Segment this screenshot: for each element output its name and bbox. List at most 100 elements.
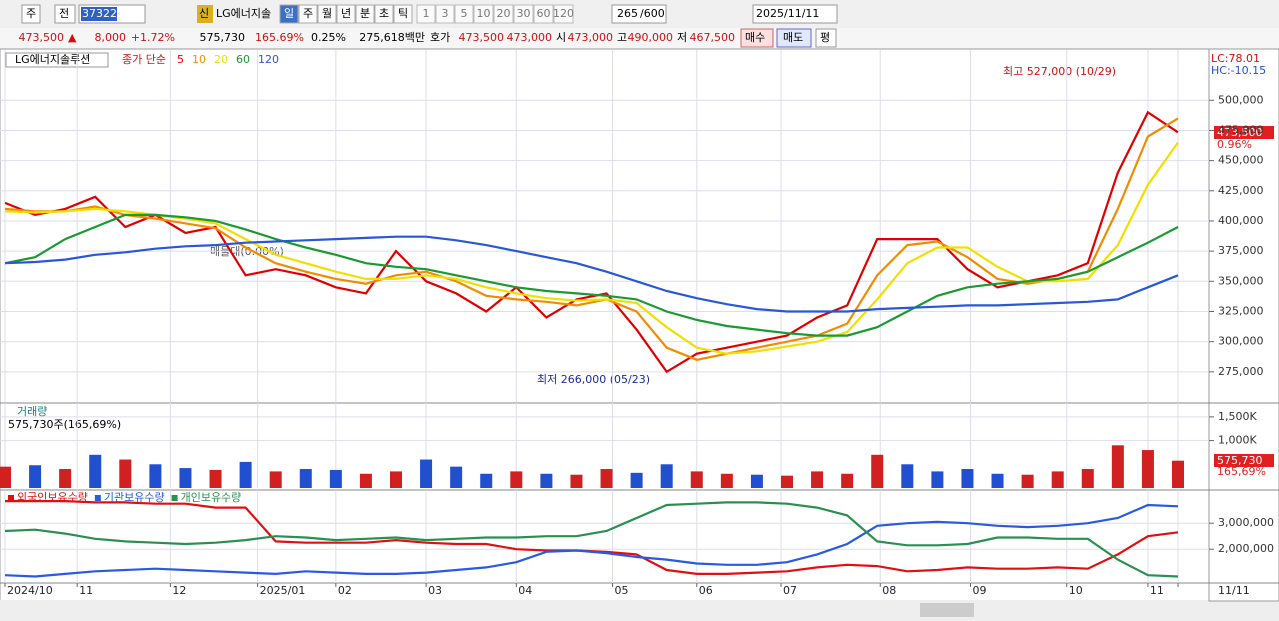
volume-bar [540,473,553,488]
period-label: 일 [284,6,294,20]
series-line [4,213,1179,337]
volume-bar [991,473,1004,488]
legend-entry: 120 [258,53,279,66]
amount: 275,618백만 [359,31,425,44]
period-button[interactable] [393,4,413,24]
y-tick-label: 350,000 [1218,274,1264,287]
turnover: 0.25% [311,31,346,44]
period-label: 주 [303,7,313,20]
buy-button[interactable] [740,28,774,48]
interval-button[interactable] [435,4,455,24]
y-tick-label: 275,000 [1218,365,1264,378]
series-line [4,501,1179,578]
interval-label: 30 [517,7,531,20]
last-price: 473,500 [1217,126,1263,139]
market: 주 [26,7,36,20]
interval-label: 10 [477,7,491,20]
volume-bar [269,471,282,488]
x-tick-label: 08 [882,584,896,597]
sell-button[interactable] [776,28,812,48]
interval-button[interactable] [553,4,574,24]
last-volume-box [1214,454,1274,467]
period-label: 년 [341,7,351,20]
rate: +1.72% [131,31,175,44]
volume-bar [149,464,162,488]
x-tick-label: 09 [972,584,986,597]
volume-bar [961,469,974,488]
volume-bar [1081,469,1094,488]
corner-label: LC:78.01 [1211,52,1260,65]
code: 373220 [82,7,124,20]
interval-label: 5 [461,7,468,20]
volume-bar [570,474,583,488]
low: 467,500 [690,31,736,44]
x-tick-label: 2025/01 [260,584,306,597]
interval-button[interactable] [473,4,494,24]
bid: 473,000 [507,31,553,44]
date-box[interactable] [752,4,838,24]
y-tick-label: 500,000 [1218,93,1264,106]
x-tick-label: 02 [338,584,352,597]
info-bar [0,28,1279,49]
low-annotation: 최저 266,000 (05/23) [537,373,650,386]
x-tick-label: 11 [1150,584,1164,597]
interval-label: 20 [497,7,511,20]
interval-button[interactable] [513,4,534,24]
axis-pane [1208,48,1279,602]
series-line [4,141,1179,355]
series-line [4,503,1179,578]
avg-button[interactable] [815,28,837,48]
x-tick-label: 10 [1069,584,1083,597]
period-button[interactable] [317,4,337,24]
volume-bar [1111,445,1124,488]
count-box[interactable] [611,4,667,24]
prev-button[interactable] [54,4,76,24]
interval-label: 3 [442,7,449,20]
interval-label: 120 [553,7,574,20]
count: 265 [617,7,638,20]
volume-bar [359,473,372,488]
sell: 매도 [783,31,803,44]
volume-bar [1172,460,1184,488]
period-label: 월 [322,7,332,20]
volume-bar [209,469,222,488]
y-tick-label: 375,000 [1218,244,1264,257]
interval-label: 60 [537,7,551,20]
change: 8,000 [95,31,127,44]
interval-button[interactable] [454,4,474,24]
volume-bar [29,465,42,488]
x-tick-label: 2024/10 [7,584,53,597]
period-button[interactable] [374,4,394,24]
volume-bar [750,474,763,488]
legend-swatch [8,495,14,501]
interval-button[interactable] [493,4,514,24]
code-selection [81,7,117,21]
quote-label: 호가 [430,31,450,44]
period-button[interactable] [355,4,375,24]
ask: 473,500 [459,31,505,44]
x-tick-label: 03 [428,584,442,597]
open: 473,000 [568,31,614,44]
interval-label: 1 [423,7,430,20]
market-select[interactable] [21,4,41,24]
period-button[interactable] [298,4,318,24]
volume-bar [720,473,733,488]
volume-bar [1141,450,1154,488]
period-button[interactable] [336,4,356,24]
x-tick-label: 04 [518,584,532,597]
scrollbar [0,600,1279,621]
y-tick-label: 325,000 [1218,304,1264,317]
scroll-thumb[interactable] [920,603,974,617]
avg: 평 [820,31,830,44]
legend-entry: 기관보유수량 [104,491,165,504]
period-button[interactable] [279,4,299,24]
series-line [4,110,1179,374]
last-volume-rate: 165,69% [1217,465,1266,478]
volume-bar [179,468,192,488]
interval-button[interactable] [533,4,554,24]
x-tick-label: 11 [79,584,93,597]
volume-bar [299,469,312,488]
interval-button[interactable] [416,4,436,24]
y-tick-label: 425,000 [1218,184,1264,197]
